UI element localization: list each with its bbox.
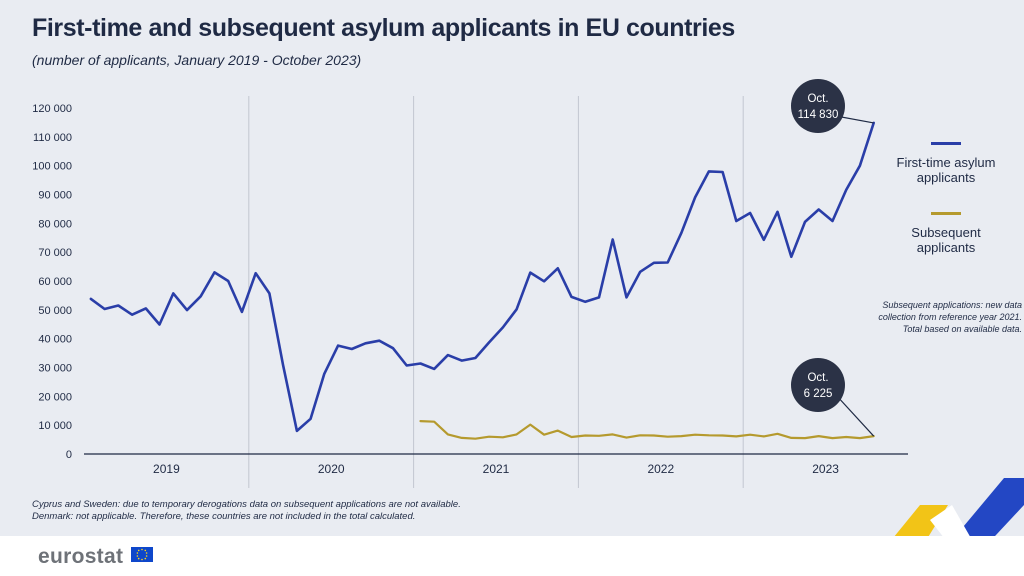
y-tick-label: 70 000 (38, 247, 72, 259)
y-tick-label: 0 (66, 449, 72, 461)
y-tick-label: 40 000 (38, 334, 72, 346)
legend-item-subsequent: Subsequent applicants (886, 212, 1006, 255)
legend-label-first-time: First-time asylum applicants (896, 155, 996, 185)
callout-leader (835, 394, 875, 437)
series-line-subsequent-applicants (419, 420, 875, 440)
y-tick-label: 10 000 (38, 420, 72, 432)
chart-subtitle: (number of applicants, January 2019 - Oc… (32, 52, 362, 68)
x-tick-label: 2021 (483, 462, 510, 476)
callout-bubble (791, 79, 845, 133)
eu-flag-icon (131, 547, 153, 562)
y-tick-label: 110 000 (33, 132, 72, 144)
y-tick-label: 20 000 (38, 391, 72, 403)
legend-label-subsequent: Subsequent applicants (911, 225, 981, 255)
legend-swatch-first-time (931, 142, 961, 145)
eurostat-logo: eurostat (38, 545, 124, 568)
x-tick-label: 2022 (647, 462, 674, 476)
x-tick-label: 2019 (153, 462, 180, 476)
callout-value: 6 225 (804, 388, 833, 400)
callout-bubble (791, 358, 845, 412)
callout-month: Oct. (807, 372, 828, 384)
callout-month: Oct. (807, 93, 828, 105)
series-line-first-time-asylum-applicants (89, 121, 876, 433)
y-tick-label: 120 000 (32, 103, 72, 115)
y-tick-label: 80 000 (38, 218, 72, 230)
y-tick-label: 50 000 (38, 305, 72, 317)
y-tick-label: 60 000 (38, 276, 72, 288)
y-tick-label: 30 000 (38, 363, 72, 375)
x-tick-label: 2020 (318, 462, 345, 476)
y-tick-label: 90 000 (38, 190, 72, 202)
callout-value: 114 830 (798, 109, 839, 121)
legend-swatch-subsequent (931, 212, 961, 215)
chart-title: First-time and subsequent asylum applica… (32, 14, 735, 42)
footnotes: Cyprus and Sweden: due to temporary dero… (32, 499, 461, 523)
footnote-1: Cyprus and Sweden: due to temporary dero… (32, 499, 461, 510)
plot-area (84, 96, 908, 454)
side-note: Subsequent applications: new data collec… (878, 300, 1022, 334)
footnote-2: Denmark: not applicable. Therefore, thes… (32, 511, 416, 522)
legend-item-first-time: First-time asylum applicants (886, 142, 1006, 185)
x-tick-label: 2023 (812, 462, 839, 476)
y-tick-label: 100 000 (32, 161, 72, 173)
footer-band (0, 536, 1024, 576)
